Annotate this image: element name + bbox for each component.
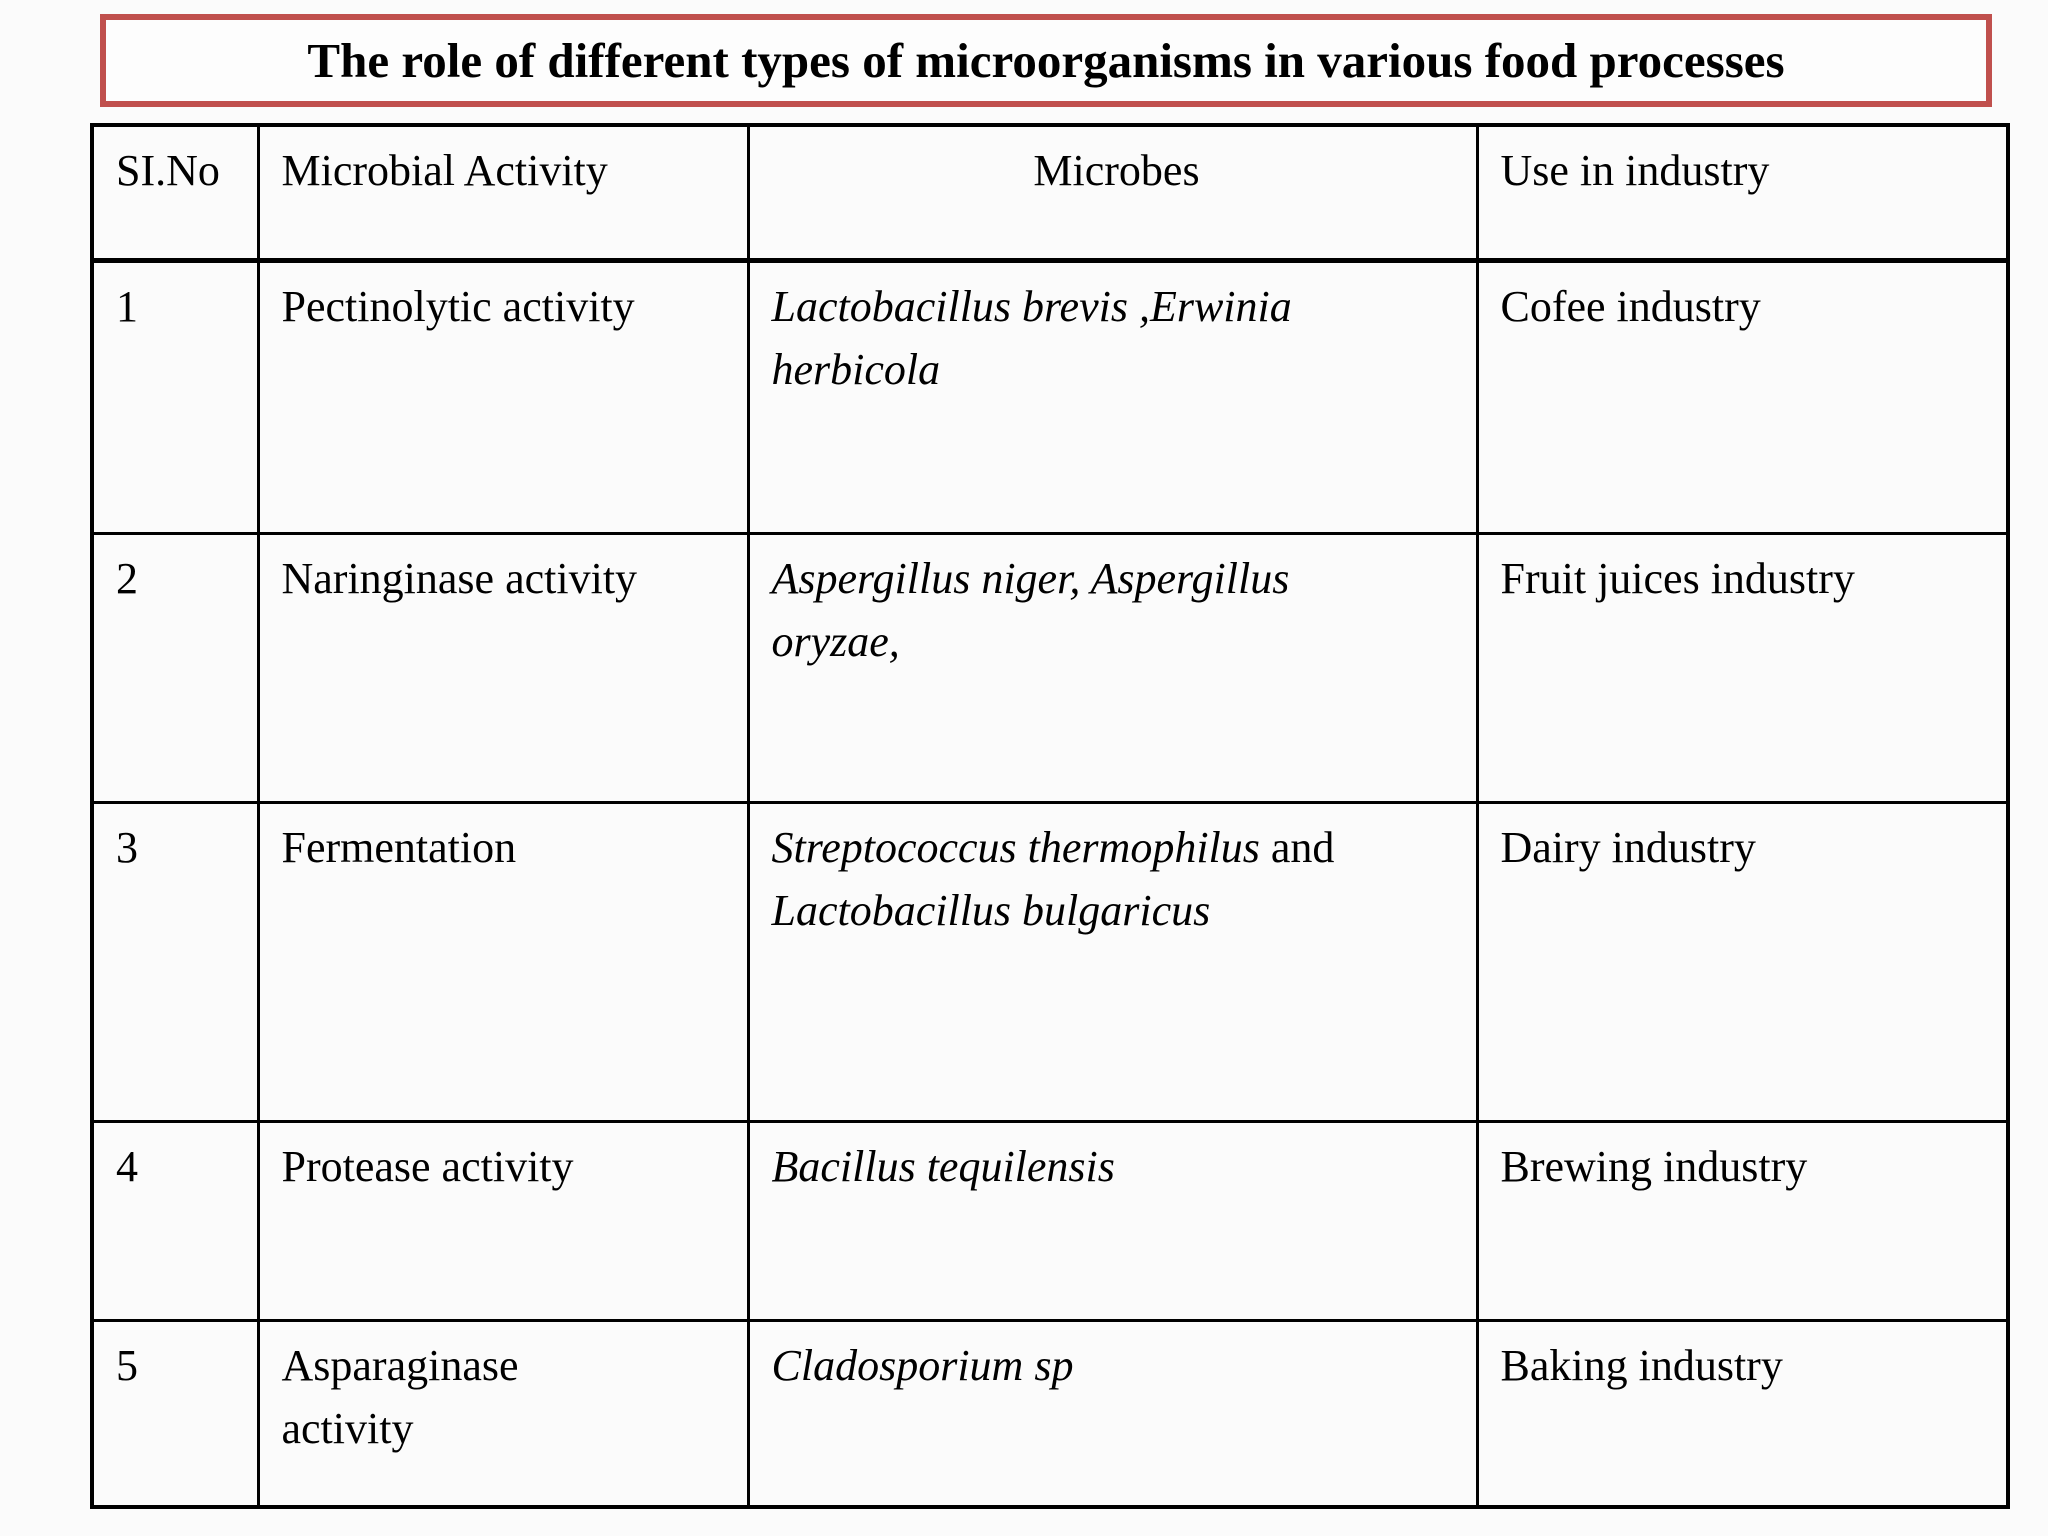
cell-microbes: Streptococcus thermophilus and Lactobaci… <box>746 800 1479 1123</box>
cell-microbes: Cladosporium sp <box>746 1318 1479 1509</box>
species-name: Streptococcus thermophilus <box>771 822 1260 872</box>
cell-use-in-industry: Cofee industry <box>1475 258 2010 535</box>
text-segment: 5 <box>116 1340 138 1390</box>
cell-microbial-activity: Fermentation <box>256 800 750 1123</box>
species-name: Bacillus tequilensis <box>771 1141 1115 1191</box>
cell-microbial-activity: Naringinase activity <box>256 531 750 804</box>
cell-microbial-activity: Asparaginase activity <box>256 1318 750 1509</box>
table-body: 1 Pectinolytic activity Lactobacillus brev… <box>90 258 2010 1509</box>
species-name: Lactobacillus brevis ,Erwinia herbicola <box>771 281 1292 395</box>
text-segment: Pectinolytic activity <box>281 281 635 331</box>
text-segment: Fermentation <box>281 822 517 872</box>
header-microbes: Microbes <box>746 123 1479 263</box>
text-segment: 2 <box>116 553 138 603</box>
cell-si-no: 5 <box>90 1318 260 1509</box>
text-segment: Naringinase activity <box>281 553 638 603</box>
header-si-no: SI.No <box>90 123 260 263</box>
cell-microbes: Lactobacillus brevis ,Erwinia herbicola <box>746 258 1479 535</box>
text-segment: Asparaginase activity <box>281 1340 519 1454</box>
table-row: 3 Fermentation Streptococcus thermophilus … <box>90 800 2010 1123</box>
species-name: Lactobacillus bulgaricus <box>771 886 1211 936</box>
text-segment: Brewing industry <box>1500 1141 1808 1191</box>
cell-use-in-industry: Brewing industry <box>1475 1119 2010 1322</box>
cell-microbes: Bacillus tequilensis <box>746 1119 1479 1322</box>
cell-si-no: 3 <box>90 800 260 1123</box>
header-use-in-industry: Use in industry <box>1475 123 2010 263</box>
text-segment: Protease activity <box>281 1141 574 1191</box>
header-microbial-activity: Microbial Activity <box>256 123 750 263</box>
text-segment: and <box>1270 822 1335 872</box>
cell-si-no: 4 <box>90 1119 260 1322</box>
header-row: SI.No Microbial Activity Microbes Use in… <box>90 123 2010 263</box>
text-segment: 1 <box>116 281 138 331</box>
page-title: The role of different types of microorga… <box>307 33 1785 88</box>
title-box: The role of different types of microorga… <box>100 14 1992 107</box>
text-segment: 4 <box>116 1141 138 1191</box>
species-name: Aspergillus niger, Aspergillus oryzae, <box>771 553 1290 667</box>
text-segment: Dairy industry <box>1500 822 1756 872</box>
cell-microbial-activity: Protease activity <box>256 1119 750 1322</box>
cell-microbial-activity: Pectinolytic activity <box>256 258 750 535</box>
cell-microbes: Aspergillus niger, Aspergillus oryzae, <box>746 531 1479 804</box>
species-name: Cladosporium sp <box>771 1340 1074 1390</box>
text-segment: Cofee industry <box>1500 281 1761 331</box>
text-segment: 3 <box>116 822 138 872</box>
text-segment: Baking industry <box>1500 1340 1783 1390</box>
table-row: 4 Protease activity Bacillus tequilensis Br… <box>90 1119 2010 1322</box>
table-row: 5 Asparaginase activity Cladosporium sp Bak… <box>90 1318 2010 1509</box>
cell-use-in-industry: Dairy industry <box>1475 800 2010 1123</box>
text-segment: Fruit juices industry <box>1500 553 1855 603</box>
table-row: 1 Pectinolytic activity Lactobacillus brev… <box>90 258 2010 535</box>
cell-si-no: 2 <box>90 531 260 804</box>
cell-si-no: 1 <box>90 258 260 535</box>
microorganisms-table: SI.No Microbial Activity Microbes Use in… <box>90 123 2010 1509</box>
table-row: 2 Naringinase activity Aspergillus niger, … <box>90 531 2010 804</box>
cell-use-in-industry: Baking industry <box>1475 1318 2010 1509</box>
cell-use-in-industry: Fruit juices industry <box>1475 531 2010 804</box>
